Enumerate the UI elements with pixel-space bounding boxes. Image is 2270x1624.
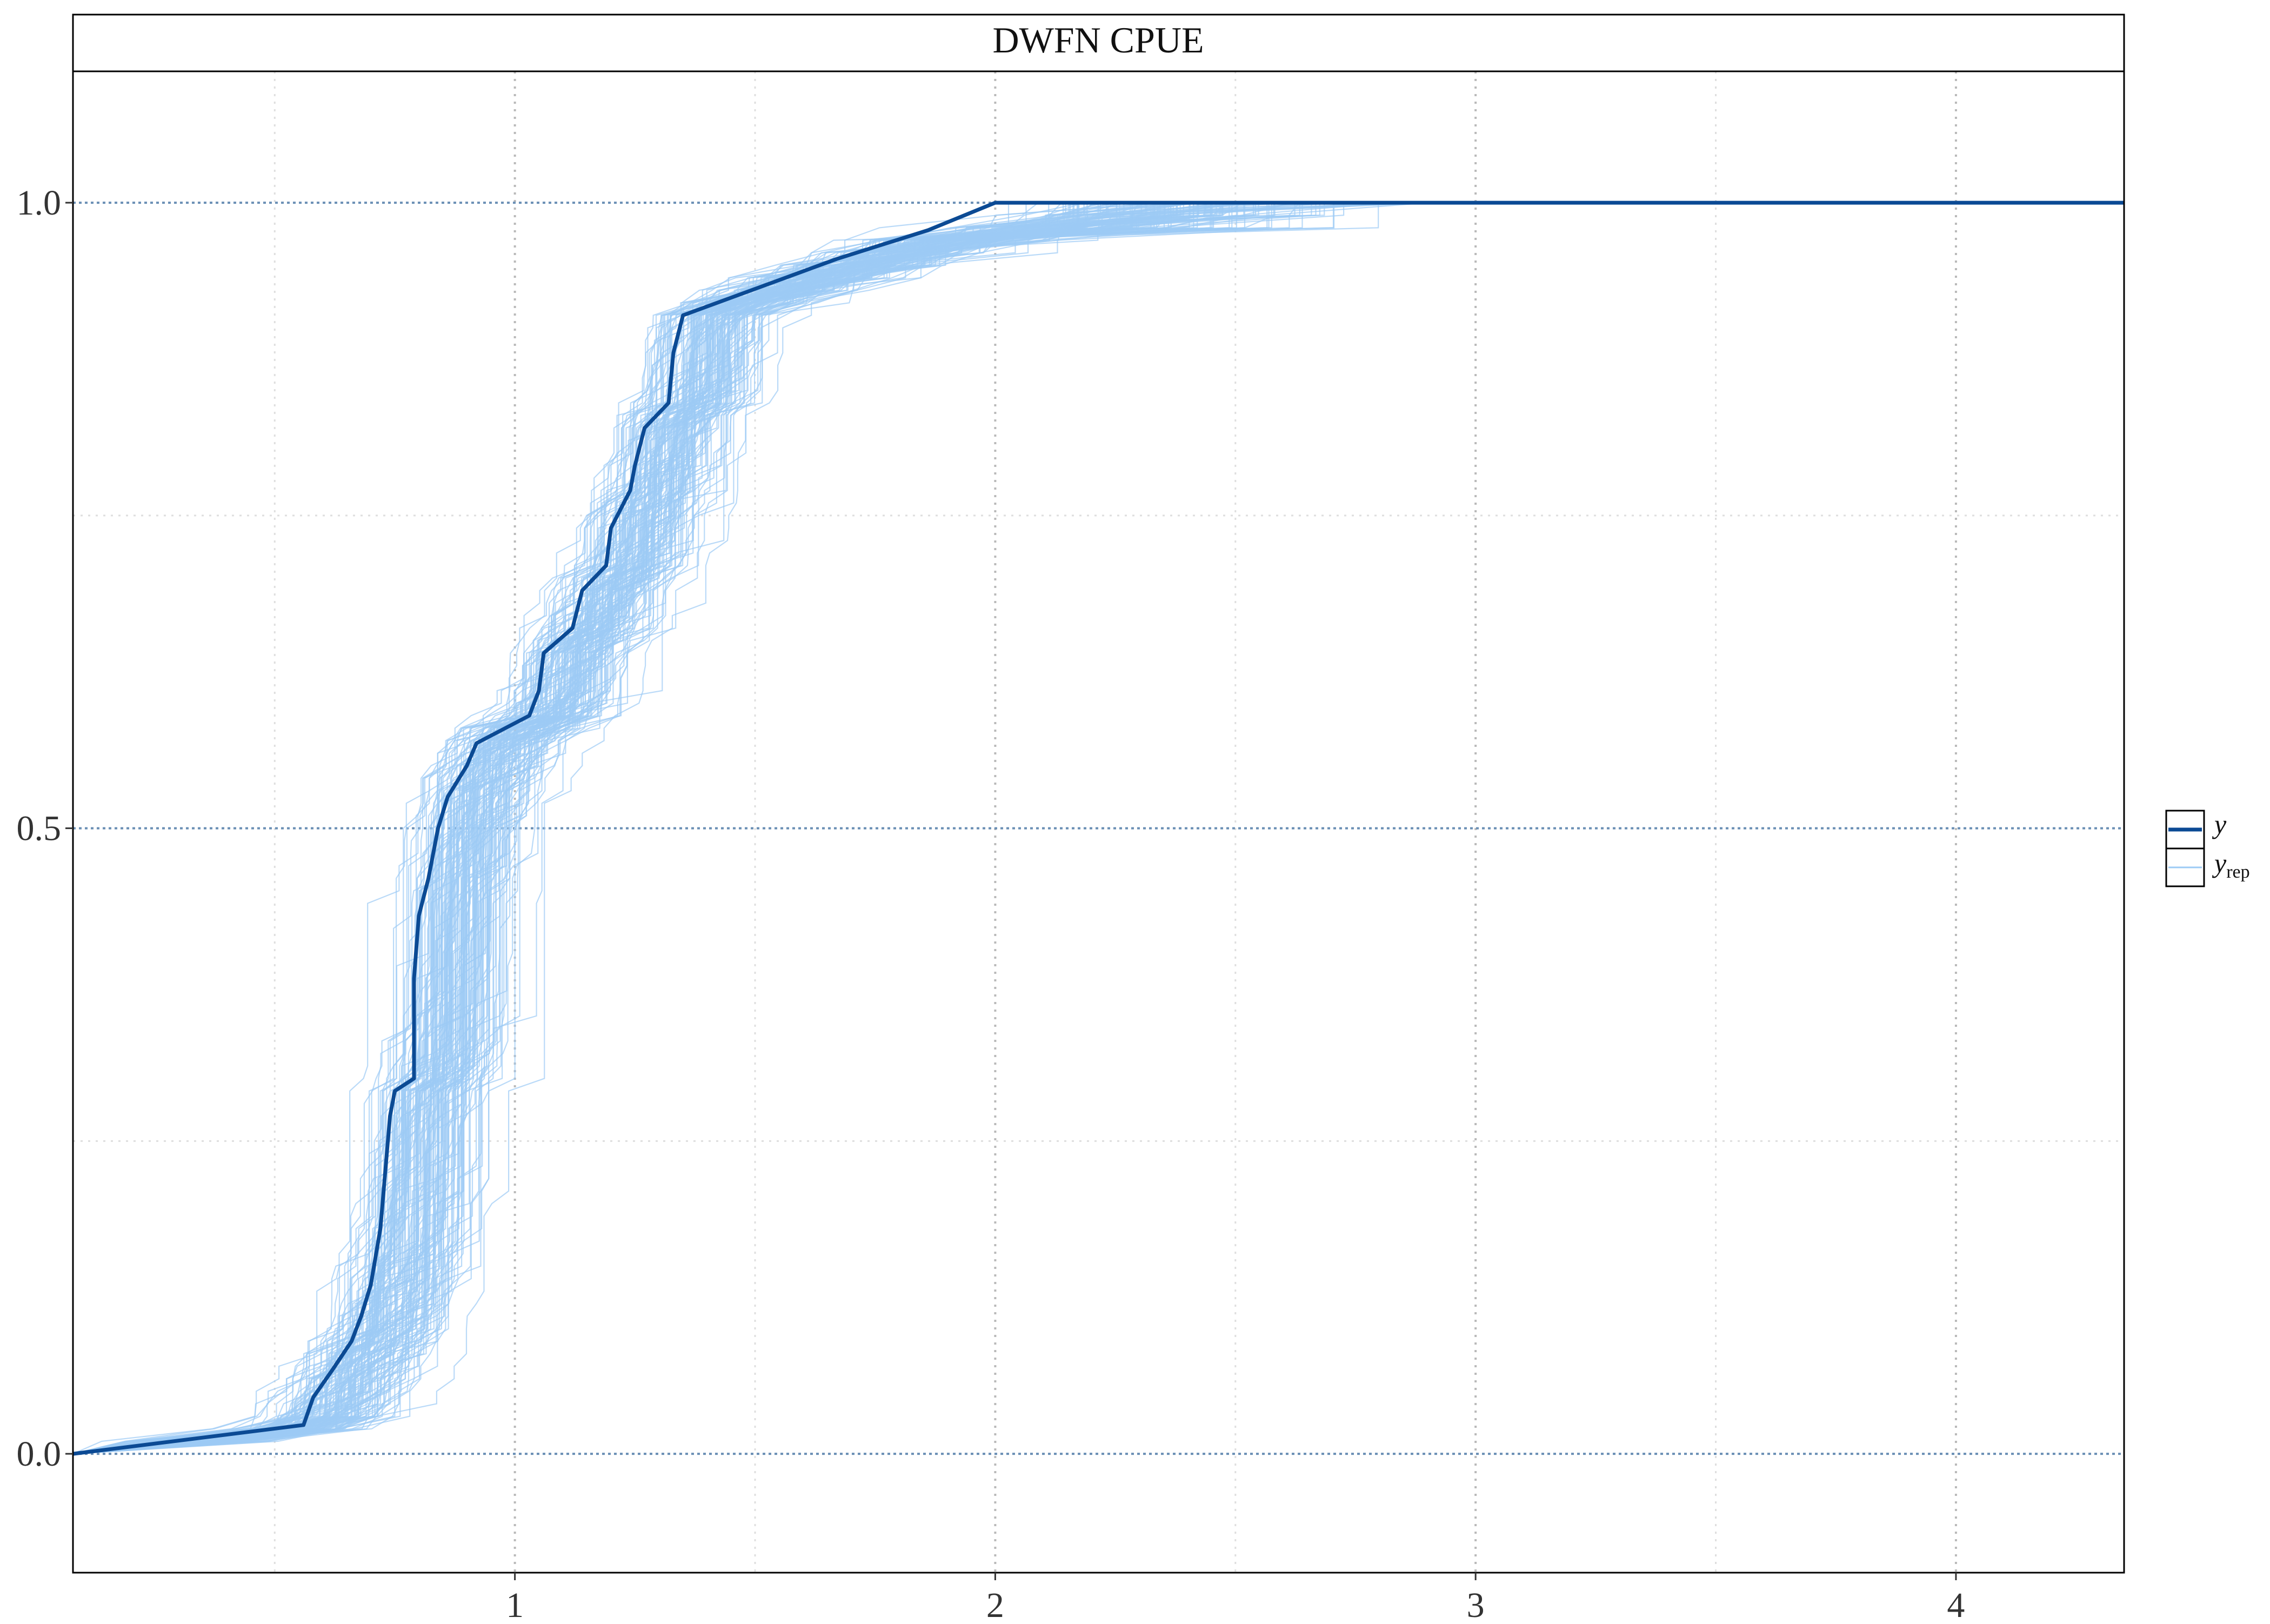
x-tick-label: 4 [1947, 1586, 1965, 1621]
yrep-line [72, 202, 2124, 1455]
yrep-line [72, 202, 2124, 1455]
yrep-line [72, 202, 2124, 1455]
legend: y yrep [2165, 809, 2250, 887]
legend-label-yrep: yrep [2212, 848, 2250, 882]
yrep-line [72, 202, 2124, 1455]
legend-label-yrep-sub: rep [2226, 862, 2249, 882]
yrep-line [72, 202, 2124, 1455]
x-tick-label: 1 [506, 1586, 524, 1621]
yrep-line [72, 202, 2124, 1455]
facet-title: DWFN CPUE [992, 19, 1204, 61]
y-tick-label: 1.0 [17, 183, 62, 223]
yrep-line [72, 202, 2124, 1455]
yrep-line [72, 202, 2124, 1455]
yrep-line [72, 202, 2124, 1455]
yrep-line [72, 202, 2124, 1455]
yrep-line [72, 202, 2124, 1455]
y-line [72, 201, 2124, 1456]
legend-label-y: y [2212, 809, 2227, 839]
yrep-line [72, 202, 2124, 1455]
yrep-line [72, 202, 2124, 1455]
yrep-line [72, 202, 2124, 1455]
yrep-line [72, 202, 2124, 1455]
yrep-line [72, 202, 2124, 1455]
plot-frame [72, 70, 2125, 1574]
yrep-line [72, 202, 2124, 1455]
legend-label-yrep-name: y [2212, 848, 2227, 878]
yrep-line [72, 202, 2124, 1455]
y-tick-label: 0.0 [17, 1434, 62, 1474]
x-tick-label: 2 [986, 1586, 1004, 1621]
yrep-line [72, 202, 2124, 1455]
yrep-line [72, 202, 2124, 1455]
y-tick-label: 0.5 [17, 809, 62, 848]
y-line-group [72, 201, 2124, 1456]
legend-label-y-name: y [2212, 809, 2227, 839]
yrep-line [72, 202, 2124, 1455]
yrep-line [72, 202, 2124, 1455]
x-axis: 1 2 3 4 [506, 1573, 1965, 1624]
yrep-line [72, 202, 2124, 1455]
y-axis: 0.0 0.5 1.0 [17, 183, 73, 1474]
x-tick-label: 3 [1467, 1586, 1485, 1621]
yrep-line [72, 202, 2124, 1455]
yrep-line [72, 202, 2124, 1455]
facet-strip [72, 14, 2125, 72]
yrep-line [72, 202, 2124, 1455]
yrep-line [72, 202, 2124, 1455]
yrep-line [72, 202, 2124, 1455]
yrep-line [72, 202, 2124, 1455]
